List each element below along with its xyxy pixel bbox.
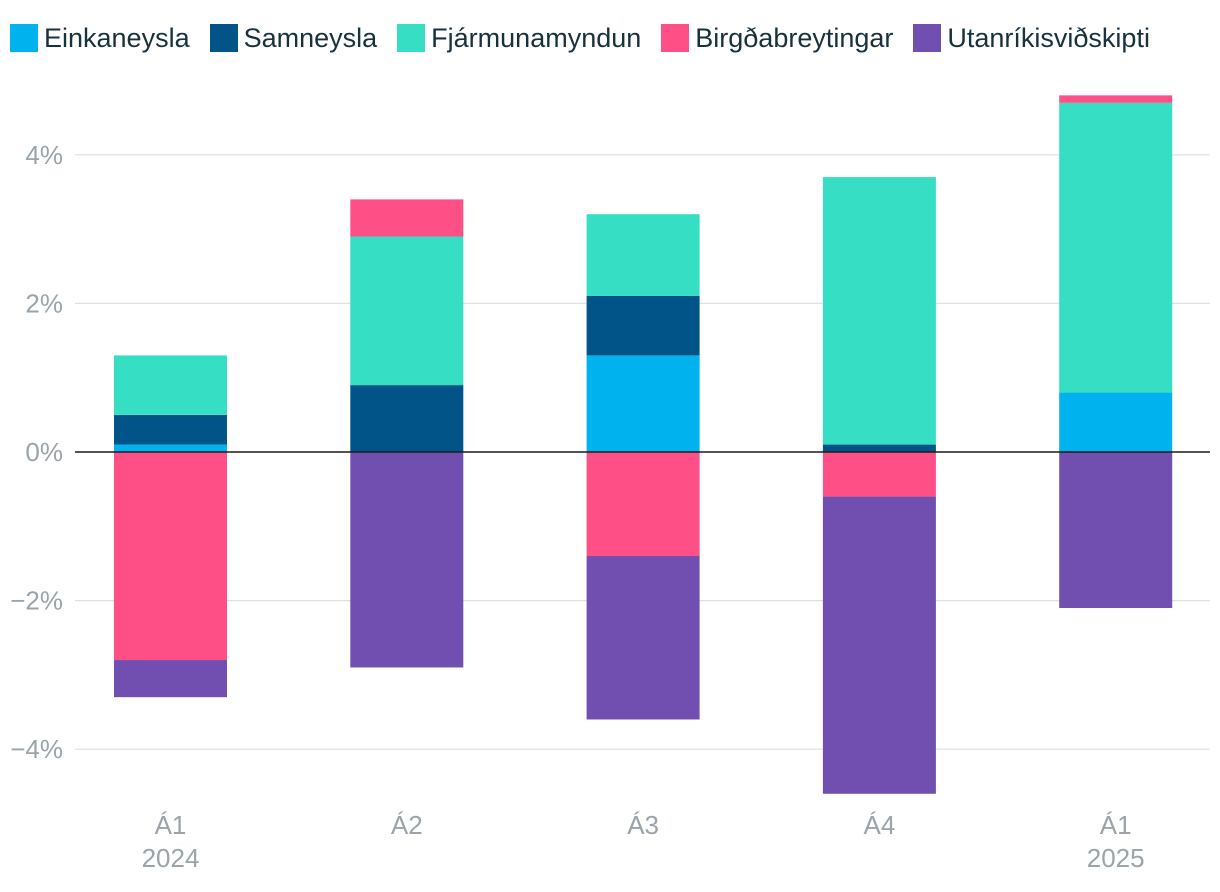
y-tick-label: 4% [25,140,63,170]
legend-item: Fjármunamyndun [397,23,641,54]
bar-segment [114,660,227,698]
bar-segment [114,444,227,452]
legend-item: Einkaneysla [10,23,190,54]
bar-segment [1059,95,1173,103]
legend-label: Utanríkisviðskipti [947,22,1150,53]
legend-label: Birgðabreytingar [695,22,894,53]
x-tick-label: Á1 [155,810,187,840]
bar-segment [586,355,700,452]
bar-segment [350,385,464,452]
legend-item: Utanríkisviðskipti [913,23,1150,54]
legend-item: Samneysla [209,22,378,54]
bar-segment [114,414,227,445]
y-tick-label: −4% [10,734,63,764]
x-tick-year-label: 2025 [1087,843,1145,873]
chart-legend: Einkaneysla Samneysla Fjármunamyndun Birgða… [10,18,1170,58]
x-tick-label: Á4 [863,810,895,840]
legend-swatch [10,24,38,52]
bar-segment [350,199,464,237]
bar-segment [114,355,227,415]
bar-segment [114,452,227,661]
bar-segment [586,452,700,557]
legend-swatch [913,24,942,52]
bar-segment [586,556,700,720]
x-tick-label: Á1 [1100,810,1132,840]
legend-label: Samneysla [243,22,378,53]
legend-swatch [397,24,426,52]
bar-segment [822,452,936,497]
legend-swatch [209,24,238,52]
bar-segment [1059,102,1173,393]
x-tick-label: Á2 [391,810,423,840]
legend-label: Einkaneysla [44,22,190,53]
bar-segment [350,236,464,386]
bar-segment [1059,392,1173,452]
bar-segment [586,214,700,296]
bar-segment [822,177,936,445]
legend-item: Birgðabreytingar [661,23,893,54]
legend-label: Fjármunamyndun [431,22,642,53]
y-tick-label: 0% [25,437,63,467]
y-tick-label: −2% [10,586,63,616]
x-tick-label: Á3 [627,810,659,840]
bar-segment [1059,452,1173,609]
y-tick-label: 2% [25,288,63,318]
x-tick-year-label: 2024 [142,843,200,873]
bar-segment [586,295,700,356]
bar-segment [350,452,464,668]
legend-swatch [661,24,690,52]
bar-segment [822,496,936,794]
bar-segment [822,444,936,452]
